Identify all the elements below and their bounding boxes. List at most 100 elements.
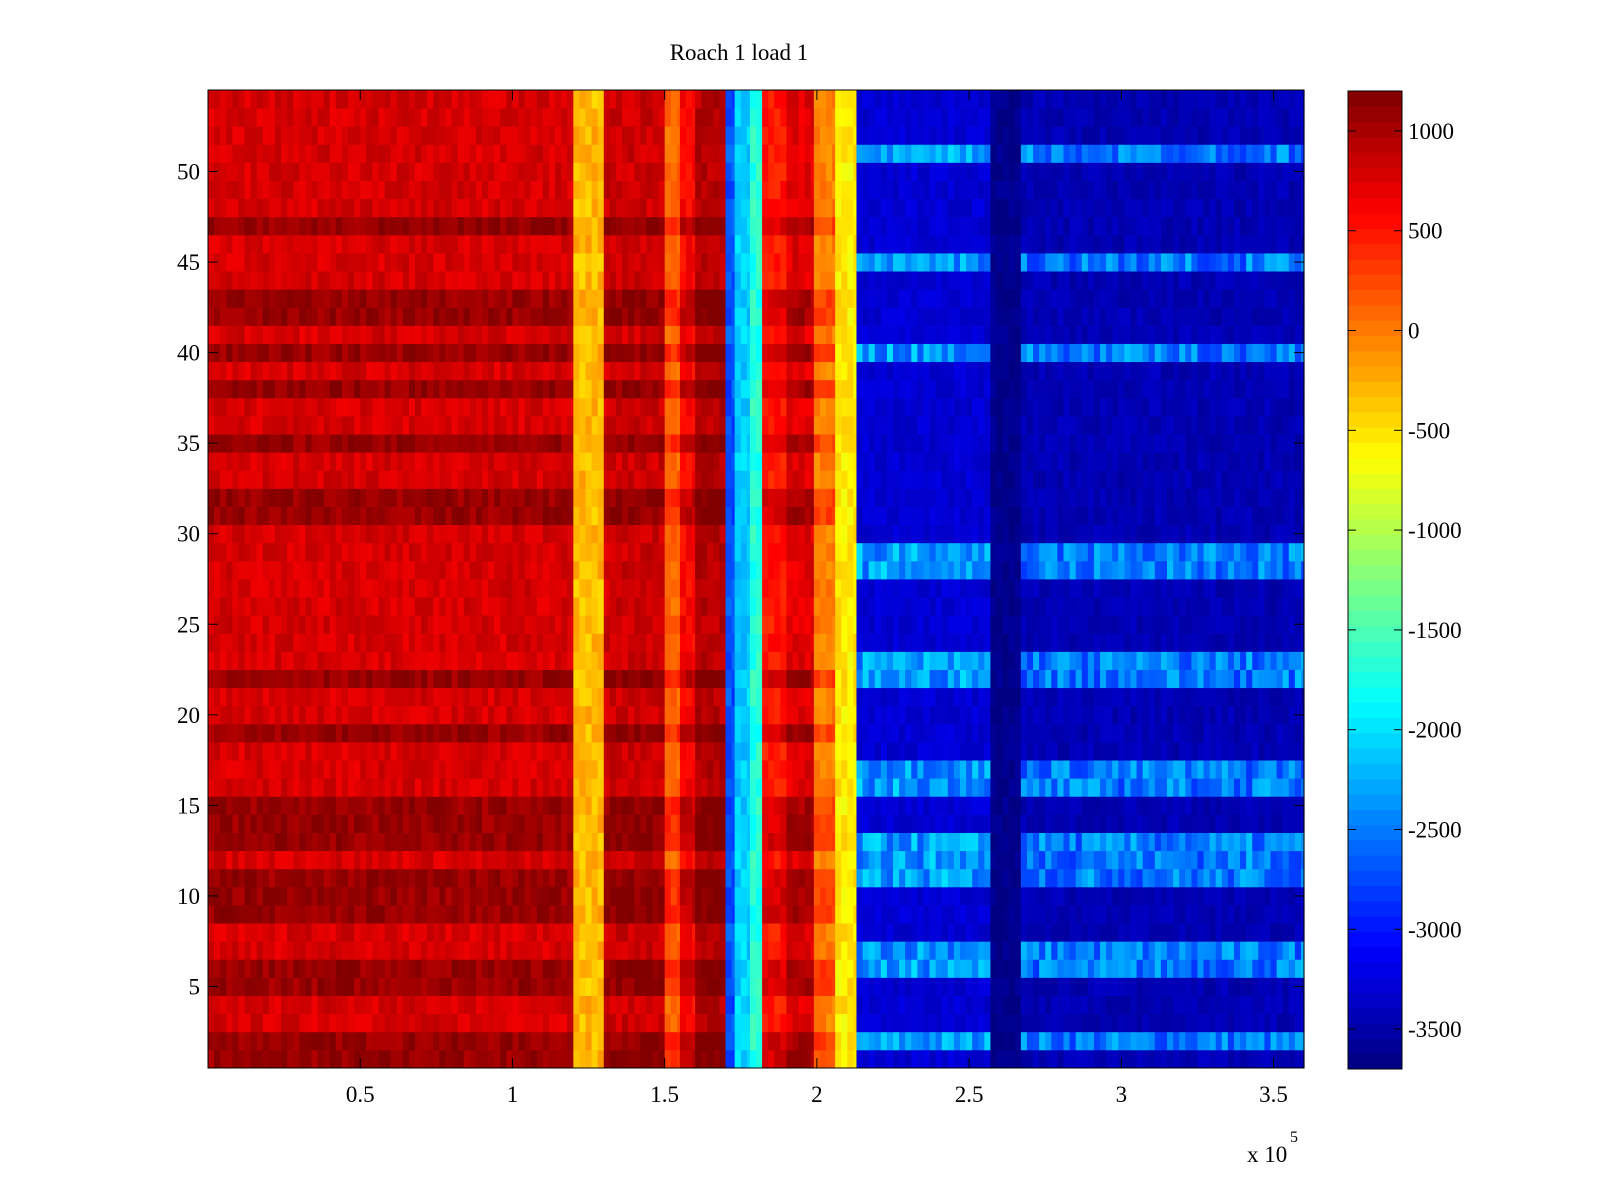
- heatmap-cell: [348, 1031, 355, 1051]
- heatmap-cell: [1191, 633, 1199, 652]
- heatmap-cell: [725, 977, 733, 996]
- heatmap-cell: [658, 597, 666, 616]
- heatmap-cell: [1130, 1031, 1138, 1051]
- heatmap-cell: [299, 977, 307, 996]
- heatmap-cell: [1185, 941, 1192, 960]
- heatmap-cell: [676, 778, 681, 797]
- heatmap-cell: [826, 597, 833, 616]
- heatmap-cell: [1203, 1013, 1211, 1033]
- heatmap-cell: [1057, 1031, 1065, 1051]
- heatmap-cell: [664, 1031, 672, 1051]
- heatmap-cell: [1221, 1049, 1229, 1069]
- heatmap-cell: [1282, 1049, 1290, 1069]
- heatmap-cell: [868, 796, 876, 815]
- heatmap-cell: [524, 723, 532, 743]
- heatmap-cell: [756, 705, 763, 725]
- heatmap-cell: [1136, 669, 1144, 689]
- heatmap-cell: [378, 886, 386, 906]
- heatmap-cell: [1136, 1049, 1144, 1069]
- heatmap-cell: [1075, 687, 1083, 707]
- heatmap-cell: [281, 669, 288, 689]
- heatmap-cell: [676, 760, 681, 779]
- heatmap-cell: [786, 778, 794, 797]
- heatmap-cell: [756, 941, 763, 960]
- heatmap-cell: [646, 723, 654, 743]
- heatmap-cell: [348, 868, 355, 888]
- heatmap-cell: [506, 923, 514, 942]
- heatmap-cell: [1148, 995, 1156, 1015]
- heatmap-cell: [640, 651, 647, 670]
- heatmap-cell: [935, 959, 943, 978]
- heatmap-cell: [1282, 850, 1290, 870]
- heatmap-cell: [1173, 615, 1180, 634]
- heatmap-cell: [299, 597, 307, 616]
- heatmap-cell: [1008, 705, 1016, 725]
- heatmap-cell: [835, 778, 842, 797]
- heatmap-cell: [220, 778, 227, 797]
- heatmap-cell: [1124, 959, 1132, 978]
- heatmap-cell: [862, 796, 870, 815]
- heatmap-cell: [1118, 959, 1125, 978]
- heatmap-cell: [966, 905, 973, 924]
- heatmap-cell: [734, 923, 742, 942]
- heatmap-cell: [1039, 597, 1046, 616]
- heatmap-cell: [707, 868, 714, 888]
- heatmap-cell: [524, 959, 532, 978]
- heatmap-cell: [634, 886, 641, 906]
- heatmap-cell: [676, 1049, 681, 1069]
- heatmap-cell: [1185, 1013, 1192, 1033]
- heatmap-cell: [990, 1031, 998, 1051]
- heatmap-cell: [433, 633, 440, 652]
- heatmap-cell: [978, 1013, 985, 1033]
- heatmap-cell: [1002, 959, 1010, 978]
- heatmap-cell: [1100, 796, 1107, 815]
- heatmap-cell: [494, 723, 501, 743]
- heatmap-cell: [299, 760, 307, 779]
- heatmap-cell: [1106, 959, 1113, 978]
- heatmap-cell: [469, 778, 477, 797]
- heatmap-cell: [1240, 1049, 1247, 1069]
- heatmap-cell: [354, 651, 361, 670]
- heatmap-cell: [679, 742, 687, 761]
- heatmap-cell: [1264, 1013, 1272, 1033]
- heatmap-cell: [1240, 832, 1247, 852]
- heatmap-cell: [1136, 832, 1144, 852]
- heatmap-cell: [256, 742, 264, 761]
- heatmap-cell: [746, 796, 751, 815]
- heatmap-cell: [664, 832, 672, 852]
- heatmap-cell: [1002, 796, 1010, 815]
- heatmap-cell: [548, 977, 556, 996]
- heatmap-cell: [445, 1049, 453, 1069]
- heatmap-cell: [372, 832, 380, 852]
- heatmap-cell: [1039, 995, 1046, 1015]
- heatmap-cell: [832, 923, 836, 942]
- heatmap-cell: [408, 615, 416, 634]
- heatmap-cell: [512, 669, 520, 689]
- heatmap-cell: [804, 705, 812, 725]
- heatmap-cell: [244, 560, 252, 580]
- heatmap-cell: [1002, 651, 1010, 670]
- heatmap-cell: [1185, 742, 1192, 761]
- heatmap-cell: [262, 669, 270, 689]
- heatmap-cell: [415, 705, 422, 725]
- heatmap-cell: [1160, 597, 1168, 616]
- heatmap-cell: [923, 1013, 931, 1033]
- heatmap-cell: [652, 977, 660, 996]
- heatmap-cell: [214, 723, 221, 743]
- heatmap-cell: [713, 615, 721, 634]
- heatmap-cell: [1136, 742, 1144, 761]
- heatmap-cell: [293, 977, 300, 996]
- heatmap-cell: [701, 760, 708, 779]
- heatmap-cell: [390, 796, 398, 815]
- heatmap-cell: [679, 1049, 687, 1069]
- heatmap-cell: [524, 597, 532, 616]
- heatmap-cell: [293, 1013, 300, 1033]
- heatmap-cell: [561, 850, 568, 870]
- heatmap-cell: [1118, 778, 1125, 797]
- heatmap-cell: [664, 814, 672, 833]
- heatmap-cell: [1124, 923, 1132, 942]
- heatmap-cell: [256, 886, 264, 906]
- heatmap-cell: [402, 1031, 410, 1051]
- heatmap-cell: [287, 597, 294, 616]
- heatmap-cell: [911, 742, 918, 761]
